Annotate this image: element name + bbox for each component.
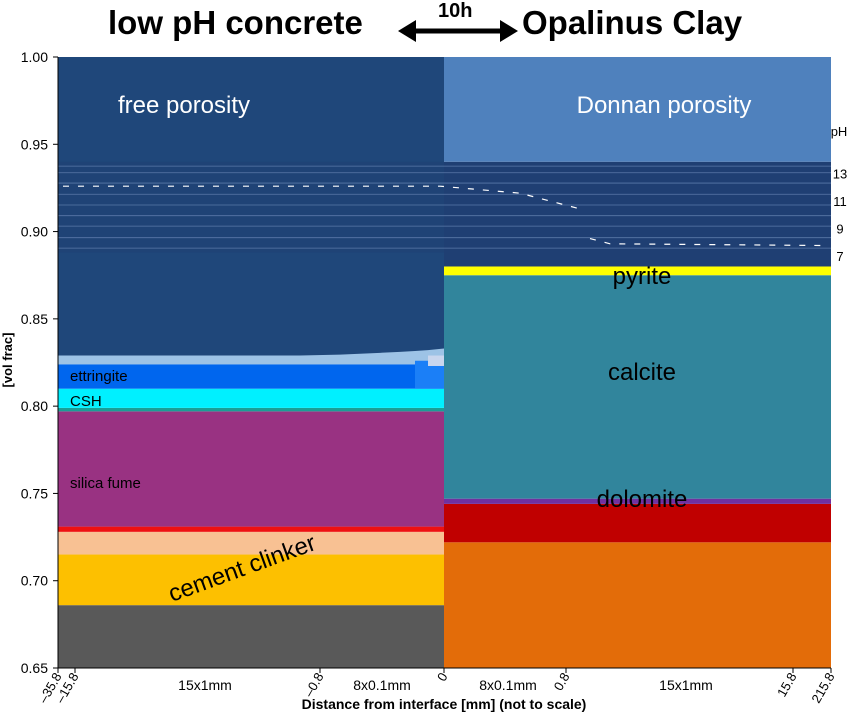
layer-clay-orange: [444, 542, 831, 668]
y-tick-label: 1.00: [21, 49, 48, 65]
ph-tick-label: 7: [836, 249, 843, 264]
ph-axis-title: pH: [831, 124, 848, 139]
layer-concrete-red: [58, 526, 444, 532]
layer-concrete-CSH: [58, 388, 444, 408]
interface-light-band: [428, 355, 444, 366]
label-donnan-porosity: Donnan porosity: [577, 92, 752, 119]
x-tick-label: 15.8: [774, 670, 800, 699]
layer-clay-calcite: [444, 275, 831, 499]
label-silica-fume: silica fume: [70, 475, 141, 492]
x-tick-label: 0: [434, 670, 451, 684]
x-segment-label: 15x1mm: [659, 677, 713, 693]
y-tick-label: 0.70: [21, 573, 48, 589]
x-axis-label: Distance from interface [mm] (not to sca…: [302, 696, 587, 712]
y-tick-label: 0.85: [21, 311, 48, 327]
title-right: Opalinus Clay: [522, 4, 743, 41]
layer-concrete-teal: [58, 407, 444, 412]
y-tick-label: 0.95: [21, 136, 48, 152]
label-pyrite: pyrite: [613, 263, 672, 290]
label-csh: CSH: [70, 393, 102, 410]
y-tick-label: 0.65: [21, 660, 48, 676]
layer-clay-pyrite: [444, 266, 831, 276]
title-left: low pH concrete: [108, 4, 363, 41]
layer-concrete-gray: [58, 605, 444, 668]
layer-concrete-salmon: [58, 531, 444, 555]
arrow-label: 10h: [438, 0, 473, 22]
ph-tick-label: 9: [836, 221, 843, 236]
x-segment-label: 8x0.1mm: [353, 677, 411, 693]
x-tick-label: 215.8: [808, 670, 837, 706]
x-segment-label: 15x1mm: [178, 677, 232, 693]
label-free-porosity: free porosity: [118, 92, 250, 119]
y-tick-label: 0.75: [21, 485, 48, 501]
y-tick-label: 0.90: [21, 224, 48, 240]
layer-concrete-silica-fume: [58, 411, 444, 527]
ph-tick-label: 11: [833, 194, 847, 209]
label-dolomite: dolomite: [597, 486, 688, 513]
x-tick-label: 0.8: [551, 670, 573, 693]
layer-concrete-ettringite: [58, 364, 444, 389]
y-tick-label: 0.80: [21, 398, 48, 414]
pore-water-band: [58, 161, 444, 253]
y-axis-label: [vol frac]: [0, 333, 15, 388]
x-tick-label: –0.8: [301, 670, 327, 699]
ph-tick-label: 13: [833, 166, 847, 181]
layer-clay-free-porosity: [444, 161, 831, 267]
ph-profile-line: [63, 185, 827, 247]
label-calcite: calcite: [608, 359, 676, 386]
layer-clay-dark-red: [444, 503, 831, 543]
layer-clay-dolomite: [444, 498, 831, 504]
layer-clay-Donnan-porosity: [444, 57, 831, 162]
x-segment-label: 8x0.1mm: [479, 677, 537, 693]
double-arrow-icon: [398, 20, 518, 42]
label-ettringite: ettringite: [70, 368, 128, 385]
ettringite-upper-band: [58, 348, 444, 365]
layer-concrete-cement-clinker: [58, 554, 444, 606]
